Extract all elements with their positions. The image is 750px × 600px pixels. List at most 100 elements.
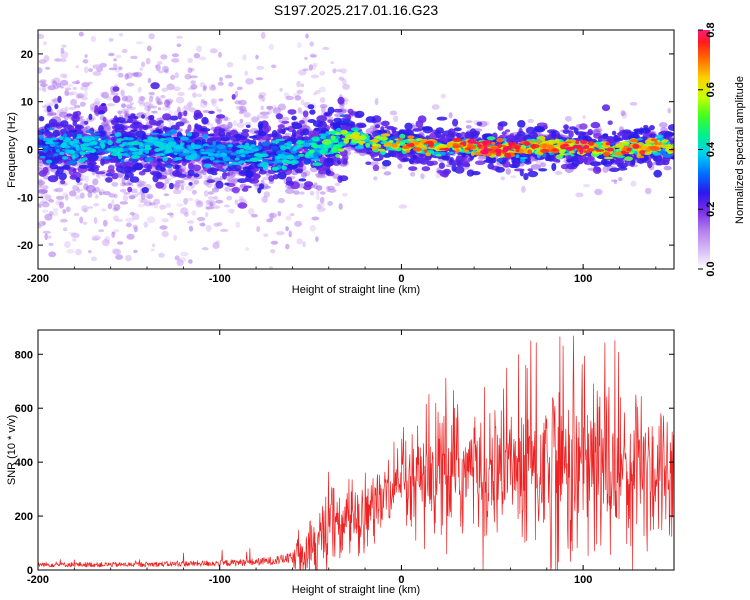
heatmap-cell bbox=[92, 101, 101, 107]
heatmap-cell bbox=[121, 95, 128, 102]
heatmap-cell bbox=[112, 149, 122, 153]
heatmap-cell bbox=[115, 254, 123, 260]
heatmap-cell bbox=[155, 23, 159, 28]
heatmap-cell bbox=[120, 89, 125, 97]
heatmap-cell bbox=[421, 166, 431, 172]
heatmap-blobs bbox=[38, 12, 674, 269]
heatmap-cell bbox=[169, 115, 179, 121]
heatmap-cell bbox=[338, 203, 343, 210]
heatmap-cell bbox=[118, 12, 122, 17]
heatmap-cell bbox=[465, 125, 472, 129]
heatmap-cell bbox=[270, 151, 278, 156]
heatmap-cell bbox=[73, 138, 80, 144]
heatmap-cell bbox=[228, 82, 234, 87]
heatmap-cell bbox=[372, 158, 382, 162]
heatmap-cell bbox=[241, 187, 249, 192]
heatmap-cell bbox=[60, 58, 67, 63]
heatmap-cell bbox=[141, 114, 145, 119]
heatmap-cell bbox=[235, 154, 240, 158]
heatmap-cell bbox=[70, 98, 78, 106]
heatmap-cell bbox=[511, 156, 516, 165]
heatmap-cell bbox=[99, 62, 107, 68]
heatmap-cell bbox=[144, 146, 152, 151]
heatmap-cell bbox=[202, 16, 205, 21]
heatmap-cell bbox=[164, 69, 169, 74]
heatmap-cell bbox=[463, 163, 471, 168]
chart-title: S197.2025.217.01.16.G23 bbox=[274, 2, 438, 18]
heatmap-cell bbox=[289, 213, 295, 217]
heatmap-cell bbox=[216, 114, 226, 119]
heatmap-cell bbox=[338, 76, 344, 81]
heatmap-cell bbox=[527, 170, 539, 178]
heatmap-cell bbox=[500, 176, 505, 181]
heatmap-cell bbox=[174, 72, 179, 79]
heatmap-cell bbox=[309, 109, 316, 115]
heatmap-cell bbox=[121, 103, 126, 108]
heatmap-cell bbox=[238, 99, 247, 106]
heatmap-cell bbox=[173, 182, 180, 191]
heatmap-cell bbox=[132, 72, 139, 77]
heatmap-cell bbox=[456, 160, 462, 166]
heatmap-cell bbox=[311, 136, 320, 142]
heatmap-cell bbox=[59, 79, 69, 86]
heatmap-cell bbox=[107, 140, 113, 146]
heatmap-cell bbox=[314, 127, 320, 132]
heatmap-cell bbox=[441, 155, 450, 161]
heatmap-cell bbox=[112, 95, 121, 103]
heatmap-cell bbox=[600, 159, 608, 166]
heatmap-cell bbox=[219, 77, 223, 82]
heatmap-cell bbox=[595, 166, 601, 173]
heatmap-cell bbox=[611, 130, 617, 136]
heatmap-cell bbox=[162, 113, 172, 121]
heatmap-cell bbox=[186, 197, 194, 202]
heatmap-cell bbox=[201, 156, 210, 159]
heatmap-cell bbox=[148, 95, 154, 103]
heatmap-cell bbox=[431, 104, 440, 110]
heatmap-cell bbox=[79, 192, 85, 199]
heatmap-cell bbox=[222, 171, 227, 180]
heatmap-cell bbox=[102, 123, 111, 132]
heatmap-cell bbox=[243, 185, 252, 189]
heatmap-cell bbox=[58, 111, 69, 118]
heatmap-cell bbox=[188, 162, 194, 170]
heatmap-cell bbox=[118, 33, 124, 37]
heatmap-cell bbox=[73, 212, 80, 217]
heatmap-cell bbox=[98, 140, 107, 143]
heatmap-cell bbox=[234, 157, 240, 161]
heatmap-cell bbox=[97, 110, 106, 115]
heatmap-cell bbox=[176, 43, 182, 48]
heatmap-cell bbox=[296, 139, 303, 145]
heatmap-cell bbox=[125, 222, 132, 228]
heatmap-cell bbox=[118, 144, 125, 147]
heatmap-cell bbox=[60, 85, 64, 89]
heatmap-cell bbox=[120, 158, 125, 164]
heatmap-cell bbox=[338, 148, 345, 152]
heatmap-cell bbox=[122, 194, 129, 202]
heatmap-cell bbox=[471, 171, 481, 176]
heatmap-cell bbox=[100, 158, 105, 166]
heatmap-cell bbox=[229, 129, 239, 136]
heatmap-cell bbox=[110, 145, 120, 148]
heatmap-cell bbox=[146, 216, 156, 224]
heatmap-cell bbox=[305, 33, 309, 39]
heatmap-cell bbox=[601, 104, 611, 112]
heatmap-cell bbox=[59, 73, 67, 78]
heatmap-cell bbox=[47, 175, 59, 183]
heatmap-cell bbox=[147, 105, 151, 112]
heatmap-cell bbox=[607, 120, 613, 125]
heatmap-cell bbox=[45, 159, 53, 164]
heatmap-cell bbox=[91, 256, 97, 262]
heatmap-cell bbox=[213, 128, 218, 134]
heatmap-cell bbox=[555, 159, 561, 163]
heatmap-cell bbox=[50, 137, 58, 141]
heatmap-cell bbox=[319, 149, 326, 155]
heatmap-cell bbox=[470, 131, 479, 140]
heatmap-cell bbox=[449, 151, 454, 154]
heatmap-cell bbox=[38, 59, 47, 64]
heatmap-cell bbox=[199, 222, 206, 227]
heatmap-cell bbox=[655, 134, 664, 139]
heatmap-cell bbox=[417, 115, 427, 123]
heatmap-cell bbox=[365, 161, 372, 165]
heatmap-cell bbox=[155, 181, 165, 189]
heatmap-cell bbox=[117, 241, 124, 245]
